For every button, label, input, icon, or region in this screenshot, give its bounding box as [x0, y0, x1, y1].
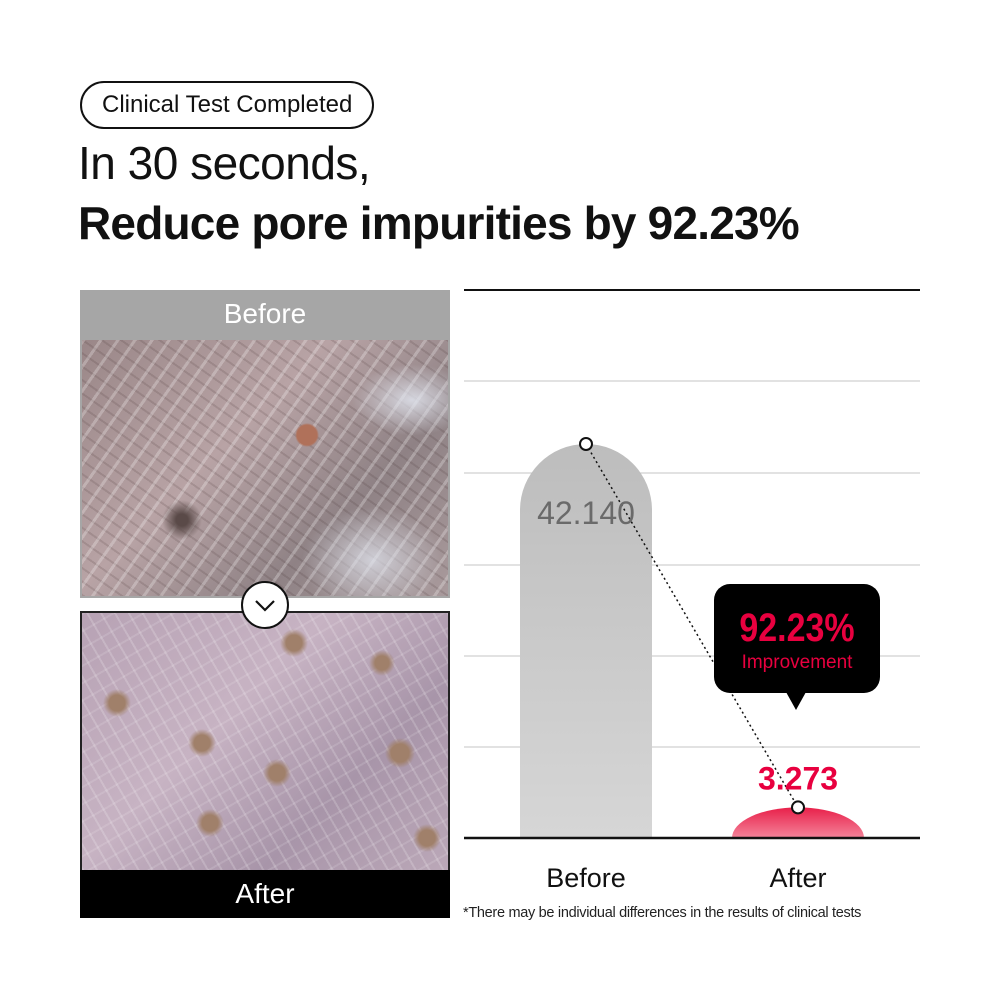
- after-skin-photo: [80, 611, 450, 870]
- value-label-after: 3.273: [758, 760, 838, 796]
- category-label-after: After: [769, 863, 826, 893]
- callout-label: Improvement: [742, 652, 854, 673]
- clinical-test-badge: Clinical Test Completed: [80, 81, 375, 129]
- headline-line1: In 30 seconds,: [78, 137, 371, 189]
- after-photo-label: After: [80, 870, 450, 918]
- footnote: *There may be individual differences in …: [463, 905, 862, 921]
- improvement-callout: 92.23% Improvement: [714, 584, 880, 710]
- bar-before: [520, 444, 652, 838]
- data-point-before: [579, 437, 593, 451]
- before-photo-label: Before: [80, 290, 450, 338]
- chevron-down-icon: [241, 581, 289, 629]
- trend-dotted-line: [585, 443, 799, 808]
- data-point-after: [791, 800, 805, 815]
- value-label-before: 42.140: [537, 495, 635, 531]
- category-label-before: Before: [546, 863, 626, 893]
- callout-percent: 92.23%: [739, 604, 854, 649]
- headline-line2: Reduce pore impurities by 92.23%: [78, 197, 800, 249]
- bar-after: [732, 807, 864, 838]
- callout-tail: [786, 692, 806, 710]
- callout-box: [714, 584, 880, 693]
